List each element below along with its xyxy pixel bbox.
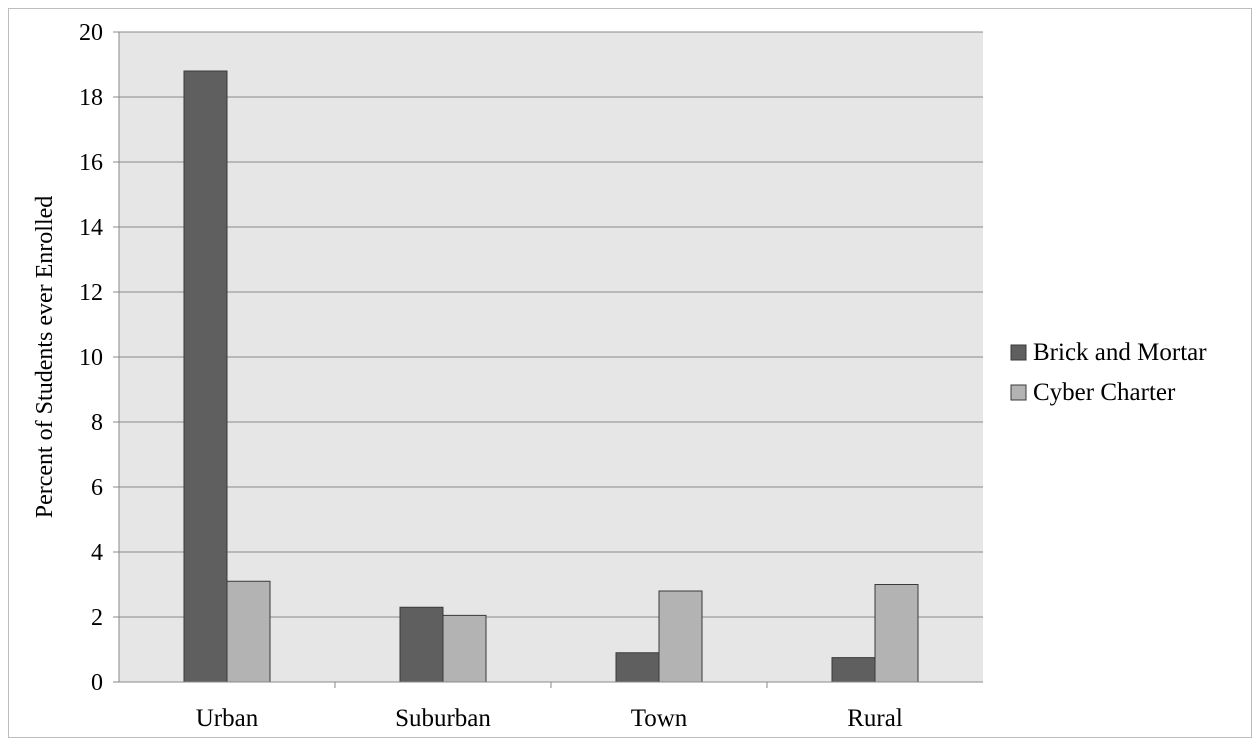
bar-cyber-charter-suburban: [442, 614, 487, 683]
bar-brick-and-mortar-town: [615, 652, 660, 683]
y-tick-label: 12: [79, 280, 103, 306]
y-tick-label: 4: [91, 540, 103, 566]
legend-label: Brick and Mortar: [1033, 339, 1207, 366]
x-axis-ticks: Urban Suburban Town Rural: [196, 682, 903, 732]
y-tick-label: 18: [79, 85, 103, 111]
y-axis-title: Percent of Students ever Enrolled: [32, 196, 58, 519]
y-tick-label: 6: [91, 475, 103, 501]
y-tick-label: 14: [79, 215, 103, 241]
y-tick-label: 8: [91, 410, 103, 436]
y-tick-label: 0: [91, 670, 103, 696]
x-tick-label: Urban: [196, 705, 259, 732]
y-axis-ticks: 0 2 4 6 8 10 12 14 16 18 20: [79, 20, 119, 696]
y-tick-label: 20: [79, 20, 103, 46]
legend-label: Cyber Charter: [1033, 379, 1176, 406]
legend-swatch: [1010, 384, 1027, 401]
x-tick-label: Town: [631, 705, 688, 732]
bar-brick-and-mortar-rural: [831, 657, 876, 683]
bar-cyber-charter-urban: [226, 580, 271, 683]
bar-brick-and-mortar-suburban: [399, 606, 444, 683]
bar-cyber-charter-rural: [874, 584, 919, 683]
x-tick-label: Suburban: [395, 705, 491, 732]
x-tick-label: Rural: [847, 705, 903, 732]
legend: Brick and Mortar Cyber Charter: [1010, 339, 1207, 406]
bar-cyber-charter-town: [658, 590, 703, 683]
y-tick-label: 16: [79, 150, 103, 176]
legend-swatch: [1010, 344, 1027, 361]
y-tick-label: 10: [79, 345, 103, 371]
y-tick-label: 2: [91, 605, 103, 631]
gridlines: [119, 31, 983, 618]
bar-brick-and-mortar-urban: [183, 70, 228, 683]
bars: [183, 70, 919, 683]
